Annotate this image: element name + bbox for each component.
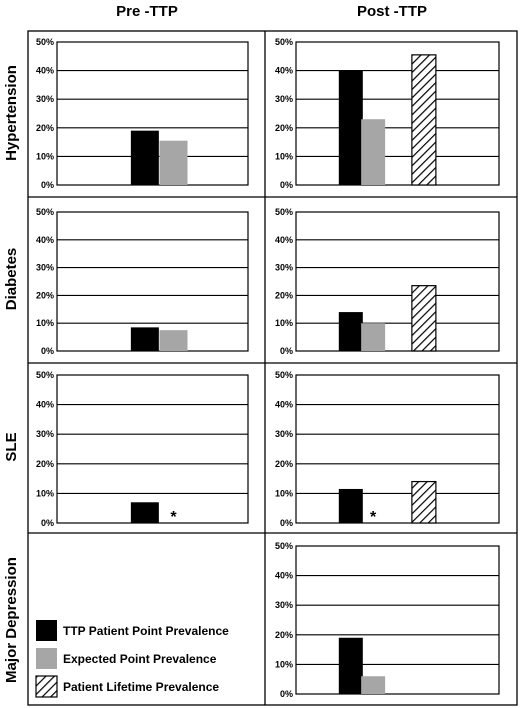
y-tick-label: 20% bbox=[275, 459, 293, 469]
y-tick-label: 50% bbox=[275, 370, 293, 380]
panel-major-depression-post: 50% 40% 30% 20% 10% 0% bbox=[275, 541, 500, 699]
y-tick-label: 40% bbox=[36, 235, 54, 245]
bar-patient-lifetime-prevalence bbox=[411, 54, 437, 186]
y-tick-label: 20% bbox=[275, 630, 293, 640]
y-tick-label: 50% bbox=[36, 207, 54, 217]
y-tick-label: 20% bbox=[275, 123, 293, 133]
panel-diabetes-post: 50% 40% 30% 20% 10% 0% bbox=[275, 207, 500, 356]
y-tick-label: 10% bbox=[275, 488, 293, 498]
y-tick-label: 10% bbox=[275, 318, 293, 328]
charts-layer: 50% 40% 30% 20% 10% 0% 50% 40% 30% 20% 10% 0% 50% 40%… bbox=[36, 37, 500, 699]
y-tick-label: 20% bbox=[36, 459, 54, 469]
bar-expected-point-prevalence bbox=[361, 323, 386, 351]
legend-label-expected-point: Expected Point Prevalence bbox=[63, 652, 217, 666]
row-header-hypertension: Hypertension bbox=[3, 65, 20, 161]
annotation-asterisk: * bbox=[370, 509, 377, 526]
column-header-pre: Pre -TTP bbox=[116, 3, 178, 20]
y-tick-label: 40% bbox=[36, 66, 54, 76]
bar-ttp-patient-point-prevalence bbox=[130, 502, 159, 523]
bar-expected-point-prevalence bbox=[361, 676, 386, 694]
plot-area bbox=[56, 374, 249, 524]
y-tick-label: 30% bbox=[275, 429, 293, 439]
annotation-asterisk: * bbox=[170, 509, 177, 526]
y-tick-label: 10% bbox=[275, 151, 293, 161]
plot-area bbox=[295, 374, 500, 524]
y-tick-label: 0% bbox=[280, 346, 293, 356]
row-header-major-depression: Major Depression bbox=[3, 557, 20, 683]
y-tick-label: 50% bbox=[275, 541, 293, 551]
plot-area bbox=[295, 211, 500, 352]
y-tick-label: 50% bbox=[275, 207, 293, 217]
y-tick-label: 40% bbox=[275, 400, 293, 410]
panel-grid bbox=[27, 30, 518, 706]
panel-diabetes-pre: 50% 40% 30% 20% 10% 0% bbox=[36, 207, 249, 356]
plot-area bbox=[295, 41, 500, 186]
bar-patient-lifetime-prevalence bbox=[411, 480, 437, 524]
grid-outer-border bbox=[27, 30, 518, 706]
bar-patient-lifetime-prevalence bbox=[411, 285, 437, 352]
bar-ttp-patient-point-prevalence bbox=[130, 327, 159, 351]
bar-ttp-patient-point-prevalence bbox=[338, 70, 363, 185]
y-tick-label: 10% bbox=[275, 659, 293, 669]
panel-sle-post: 50% 40% 30% 20% 10% 0% * bbox=[275, 370, 500, 528]
legend-swatch-expected-point bbox=[36, 648, 57, 669]
y-tick-label: 50% bbox=[36, 37, 54, 47]
y-tick-label: 10% bbox=[36, 488, 54, 498]
bar-ttp-patient-point-prevalence bbox=[338, 488, 363, 523]
y-tick-label: 40% bbox=[275, 235, 293, 245]
column-header-post: Post -TTP bbox=[357, 3, 427, 20]
y-tick-label: 30% bbox=[275, 263, 293, 273]
panel-sle-pre: 50% 40% 30% 20% 10% 0% * bbox=[36, 370, 249, 528]
y-tick-label: 0% bbox=[280, 689, 293, 699]
y-tick-label: 0% bbox=[280, 180, 293, 190]
y-tick-label: 20% bbox=[36, 123, 54, 133]
y-tick-label: 0% bbox=[280, 518, 293, 528]
legend: TTP Patient Point Prevalence Expected Po… bbox=[35, 620, 229, 698]
bar-ttp-patient-point-prevalence bbox=[130, 130, 159, 185]
y-tick-label: 20% bbox=[275, 290, 293, 300]
y-tick-label: 20% bbox=[36, 290, 54, 300]
y-tick-label: 30% bbox=[36, 429, 54, 439]
legend-label-ttp-point: TTP Patient Point Prevalence bbox=[63, 624, 229, 638]
panel-hypertension-pre: 50% 40% 30% 20% 10% 0% bbox=[36, 37, 249, 190]
legend-swatch-ttp-point bbox=[36, 620, 57, 641]
bar-expected-point-prevalence bbox=[361, 119, 386, 185]
plot-area bbox=[295, 545, 500, 695]
y-tick-label: 40% bbox=[36, 400, 54, 410]
y-tick-label: 50% bbox=[275, 37, 293, 47]
bar-ttp-patient-point-prevalence bbox=[338, 637, 363, 694]
y-tick-label: 40% bbox=[275, 571, 293, 581]
y-tick-label: 30% bbox=[36, 263, 54, 273]
legend-swatch-lifetime bbox=[35, 675, 58, 698]
y-tick-label: 40% bbox=[275, 66, 293, 76]
row-header-sle: SLE bbox=[3, 432, 20, 461]
bar-expected-point-prevalence bbox=[159, 140, 188, 185]
row-header-diabetes: Diabetes bbox=[3, 248, 20, 311]
legend-label-lifetime: Patient Lifetime Prevalence bbox=[63, 680, 219, 694]
y-tick-label: 0% bbox=[41, 346, 54, 356]
bar-ttp-patient-point-prevalence bbox=[338, 312, 363, 351]
y-tick-label: 0% bbox=[41, 518, 54, 528]
y-tick-label: 10% bbox=[36, 151, 54, 161]
y-tick-label: 0% bbox=[41, 180, 54, 190]
panel-hypertension-post: 50% 40% 30% 20% 10% 0% bbox=[275, 37, 500, 190]
y-tick-label: 30% bbox=[275, 600, 293, 610]
y-tick-label: 30% bbox=[36, 94, 54, 104]
y-tick-label: 10% bbox=[36, 318, 54, 328]
y-tick-label: 30% bbox=[275, 94, 293, 104]
bar-expected-point-prevalence bbox=[159, 330, 188, 351]
y-tick-label: 50% bbox=[36, 370, 54, 380]
